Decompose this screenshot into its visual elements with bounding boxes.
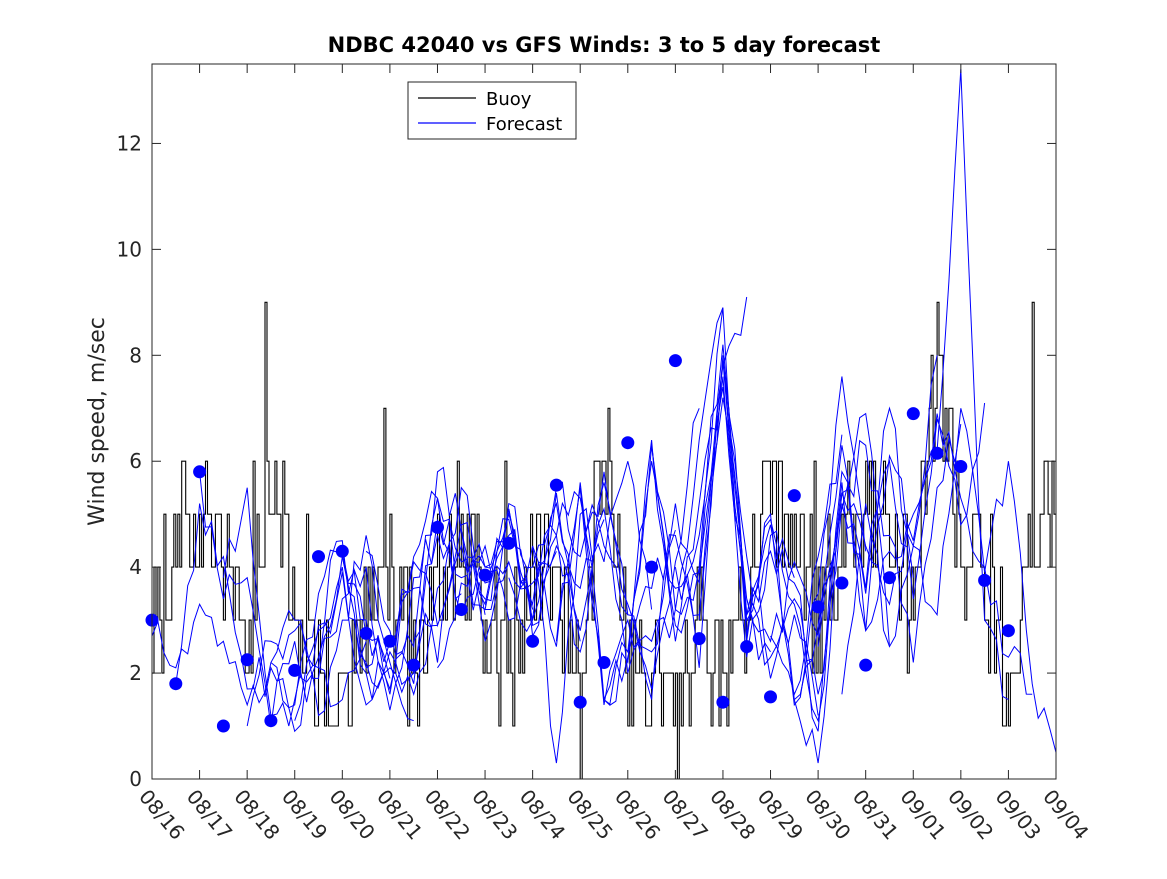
- x-tick-label: 08/19: [277, 785, 332, 845]
- forecast-point: [573, 695, 587, 709]
- buoy-series-line: [152, 301, 1056, 779]
- forecast-point: [906, 407, 920, 421]
- forecast-series-line-7: [294, 486, 510, 721]
- x-tick-label: 08/28: [705, 785, 760, 845]
- forecast-point: [645, 560, 659, 574]
- forecast-series-line-28: [793, 69, 1009, 701]
- forecast-point: [740, 640, 754, 654]
- y-tick-label: 8: [129, 343, 142, 367]
- forecast-point: [549, 478, 563, 492]
- forecast-point: [1001, 624, 1015, 638]
- legend-label-forecast: Forecast: [486, 114, 562, 135]
- forecast-point: [193, 465, 207, 479]
- forecast-point: [240, 653, 254, 667]
- y-axis-label: Wind speed, m/sec: [85, 317, 110, 526]
- y-tick-label: 0: [129, 767, 142, 791]
- y-tick-label: 2: [129, 661, 142, 685]
- forecast-series-line-14: [460, 471, 676, 653]
- x-tick-label: 08/30: [800, 785, 855, 845]
- forecast-series-line-30: [841, 408, 1056, 753]
- x-tick-label: 08/31: [848, 785, 903, 845]
- x-tick-label: 08/20: [324, 785, 379, 845]
- forecast-series-line-19: [579, 397, 795, 706]
- x-tick-label: 08/29: [753, 785, 808, 845]
- forecast-point: [621, 436, 635, 450]
- forecast-point: [978, 573, 992, 587]
- forecast-point: [692, 632, 706, 646]
- forecast-series-line-12: [413, 490, 629, 642]
- y-tick-label: 6: [129, 449, 142, 473]
- forecast-series-line-16: [508, 307, 724, 674]
- legend-label-buoy: Buoy: [486, 89, 532, 110]
- forecast-series-line-23: [674, 360, 890, 764]
- forecast-point: [288, 663, 302, 677]
- forecast-series-line-26: [746, 424, 962, 695]
- chart-title: NDBC 42040 vs GFS Winds: 3 to 5 day fore…: [328, 33, 881, 57]
- legend-box: [407, 81, 577, 140]
- forecast-point: [264, 714, 278, 728]
- forecast-point: [668, 354, 682, 368]
- forecast-point: [383, 634, 397, 648]
- y-tick-label: 4: [129, 555, 142, 579]
- x-tick-label: 08/25: [562, 785, 617, 845]
- x-tick-label: 08/18: [229, 785, 284, 845]
- x-tick-label: 09/04: [1038, 785, 1093, 845]
- forecast-point: [169, 677, 183, 691]
- forecast-point: [312, 550, 325, 564]
- forecast-series-line-20: [603, 344, 819, 716]
- forecast-series-line-18: [555, 355, 771, 700]
- x-tick-label: 08/21: [372, 785, 427, 845]
- x-tick-label: 08/17: [182, 785, 237, 845]
- forecast-point: [930, 446, 944, 460]
- forecast-series-line-29: [817, 413, 1033, 695]
- forecast-point: [954, 460, 968, 473]
- forecast-point: [216, 719, 230, 733]
- forecast-point: [716, 695, 730, 709]
- forecast-series-line-25: [722, 355, 938, 638]
- forecast-point: [502, 536, 516, 550]
- x-tick-label: 08/24: [515, 785, 570, 845]
- x-tick-label: 08/23: [467, 785, 522, 845]
- y-tick-label: 10: [117, 237, 142, 261]
- forecast-point: [835, 576, 849, 590]
- forecast-point: [526, 634, 540, 648]
- x-tick-label: 09/01: [895, 785, 950, 845]
- forecast-point: [431, 520, 444, 534]
- forecast-series-line-4: [222, 487, 438, 727]
- forecast-point: [764, 690, 777, 704]
- x-tick-label: 08/16: [134, 785, 189, 845]
- forecast-point: [359, 626, 373, 640]
- forecast-series-line-22: [651, 307, 867, 707]
- forecast-point: [787, 489, 801, 503]
- forecast-series-line-1: [152, 602, 367, 708]
- x-tick-label: 09/03: [991, 785, 1046, 845]
- forecast-point: [407, 658, 421, 672]
- x-tick-label: 08/26: [610, 785, 665, 845]
- forecast-point: [859, 658, 873, 672]
- forecast-series-line-27: [770, 402, 986, 732]
- y-tick-label: 12: [117, 131, 142, 155]
- x-tick-label: 08/27: [658, 785, 713, 845]
- forecast-point: [335, 544, 349, 558]
- x-tick-label: 08/22: [420, 785, 475, 845]
- forecast-series-line-17: [532, 296, 748, 705]
- forecast-point: [883, 571, 896, 585]
- forecast-series-line-6: [270, 490, 486, 733]
- forecast-series-line-3: [199, 471, 414, 727]
- forecast-point: [454, 603, 468, 616]
- plot-frame: [151, 63, 1057, 780]
- forecast-point: [597, 656, 611, 669]
- forecast-point: [478, 568, 492, 582]
- x-tick-label: 09/02: [943, 785, 998, 845]
- forecast-series-line-13: [437, 461, 653, 764]
- forecast-point: [811, 600, 825, 614]
